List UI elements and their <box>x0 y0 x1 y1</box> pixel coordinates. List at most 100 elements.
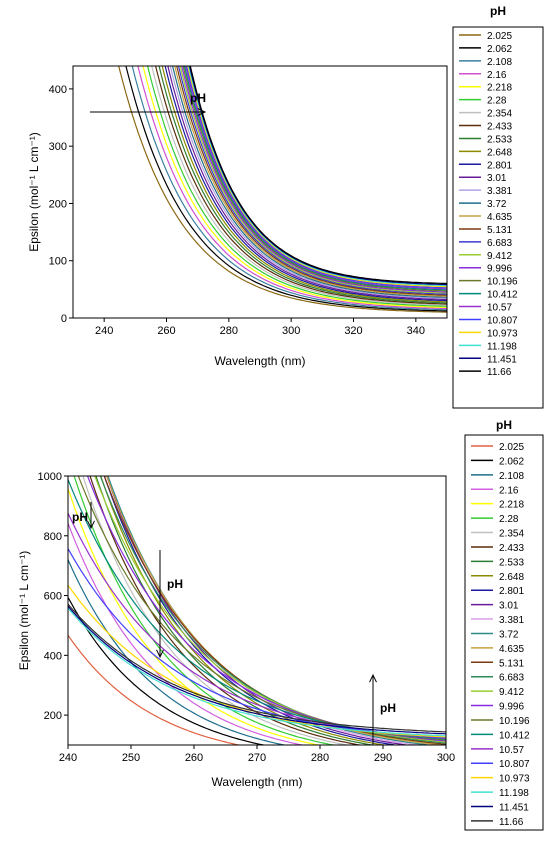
legend-label: 3.72 <box>487 199 507 210</box>
x-axis-label: Wavelength (nm) <box>215 354 306 368</box>
legend-label: 10.807 <box>487 315 518 326</box>
legend-item: 10.412 <box>459 290 518 301</box>
legend-label: 9.996 <box>499 702 524 713</box>
plot-frame <box>72 65 448 319</box>
legend-label: 2.062 <box>499 456 524 467</box>
legend-item: 10.807 <box>459 315 518 326</box>
x-tick-label: 270 <box>248 752 266 764</box>
legend-item: 2.533 <box>459 134 512 145</box>
y-tick-label: 200 <box>44 710 62 722</box>
series-line <box>68 634 242 745</box>
legend-item: 2.354 <box>471 529 524 540</box>
legend-item: 2.108 <box>459 57 512 68</box>
series-line <box>68 605 446 735</box>
legend-item: 2.218 <box>459 83 512 94</box>
legend-item: 10.973 <box>459 328 518 339</box>
series-line <box>169 66 447 299</box>
legend-item: 2.16 <box>459 70 507 81</box>
legend-item: 2.025 <box>471 442 524 453</box>
legend-label: 10.57 <box>487 303 512 314</box>
chart-1: 240 260 280 300 320 340 0 100 200 300 400 Wavelengt… <box>27 4 544 409</box>
series-line <box>95 476 376 745</box>
legend-label: 2.28 <box>487 96 507 107</box>
legend-label: 10.196 <box>499 716 530 727</box>
legend-label: 2.801 <box>487 160 512 171</box>
x-axis-label: Wavelength (nm) <box>212 775 303 789</box>
series-line <box>106 476 411 745</box>
annotation-label: pH <box>190 91 206 105</box>
legend-label: 11.451 <box>499 803 529 814</box>
legend-label: 2.025 <box>499 442 524 453</box>
legend-label: 10.412 <box>487 290 518 301</box>
y-tick-label: 400 <box>49 84 67 96</box>
series-line <box>103 476 400 745</box>
legend-item: 11.451 <box>471 803 529 814</box>
legend-label: 10.973 <box>499 774 530 785</box>
series-line <box>181 66 447 293</box>
series-line <box>99 476 446 744</box>
legend-label: 2.108 <box>487 57 512 68</box>
series-line <box>68 607 446 737</box>
legend-item: 10.196 <box>459 277 518 288</box>
legend-item: 2.354 <box>459 109 512 120</box>
legend-item: 2.801 <box>471 586 524 597</box>
legend-box <box>464 434 544 831</box>
legend-item: 3.72 <box>459 199 507 210</box>
legend-label: 9.996 <box>487 264 512 275</box>
series-line <box>182 66 447 292</box>
annotation-arrowhead <box>87 520 95 530</box>
annotations: pH <box>90 91 207 116</box>
legend-item: 9.996 <box>471 702 524 713</box>
series-line <box>68 488 322 745</box>
series-line <box>167 66 447 301</box>
legend-item: 2.218 <box>471 500 524 511</box>
y-tick-label: 300 <box>49 141 67 153</box>
legend-item: 3.381 <box>471 615 524 626</box>
series-line <box>188 66 447 287</box>
legend-item: 3.381 <box>459 186 512 197</box>
legend-label: 10.973 <box>487 328 518 339</box>
legend-label: 2.433 <box>487 122 512 133</box>
series-line <box>151 66 447 306</box>
legend-label: 4.635 <box>487 212 512 223</box>
series-line <box>68 523 306 745</box>
legend-label: 2.533 <box>487 134 512 145</box>
legend-item: 2.28 <box>471 514 519 525</box>
legend-label: 10.807 <box>499 759 530 770</box>
legend-item: 2.801 <box>459 160 512 171</box>
legend-label: 11.66 <box>499 817 524 828</box>
legend-label: 5.131 <box>487 225 512 236</box>
legend-label: 2.16 <box>499 485 519 496</box>
y-tick-label: 200 <box>49 198 67 210</box>
legend: pH 2.025 2.062 2.108 2.16 2.218 2.28 2.354 2.433… <box>452 4 544 409</box>
legend-item: 10.196 <box>471 716 530 727</box>
series-line <box>82 476 351 745</box>
legend-label: 2.354 <box>499 529 524 540</box>
y-tick-label: 600 <box>44 591 62 603</box>
legend-label: 10.196 <box>487 277 518 288</box>
series-line <box>188 66 447 286</box>
legend-item: 2.025 <box>459 31 512 42</box>
y-tick-label: 1000 <box>38 471 62 483</box>
legend-item: 2.28 <box>459 96 507 107</box>
x-tick-label: 280 <box>220 325 238 337</box>
legend-item: 2.648 <box>471 572 524 583</box>
series-line <box>146 66 447 307</box>
legend-label: 3.381 <box>487 186 512 197</box>
legend-label: 2.025 <box>487 31 512 42</box>
legend-item: 3.01 <box>459 173 507 184</box>
x-tick-label: 240 <box>95 325 113 337</box>
legend-label: 6.683 <box>487 238 512 249</box>
legend-label: 6.683 <box>499 673 524 684</box>
legend-item: 3.72 <box>471 629 519 640</box>
legend-item: 2.533 <box>471 557 524 568</box>
legend-label: 3.01 <box>499 601 519 612</box>
series-line <box>68 597 267 745</box>
legend-item: 10.807 <box>471 759 530 770</box>
series-line <box>89 476 364 745</box>
annotation-arrowhead <box>369 673 377 683</box>
annotation-arrowhead <box>197 108 207 116</box>
legend-label: 10.57 <box>499 745 524 756</box>
legend-item: 11.66 <box>459 367 512 378</box>
